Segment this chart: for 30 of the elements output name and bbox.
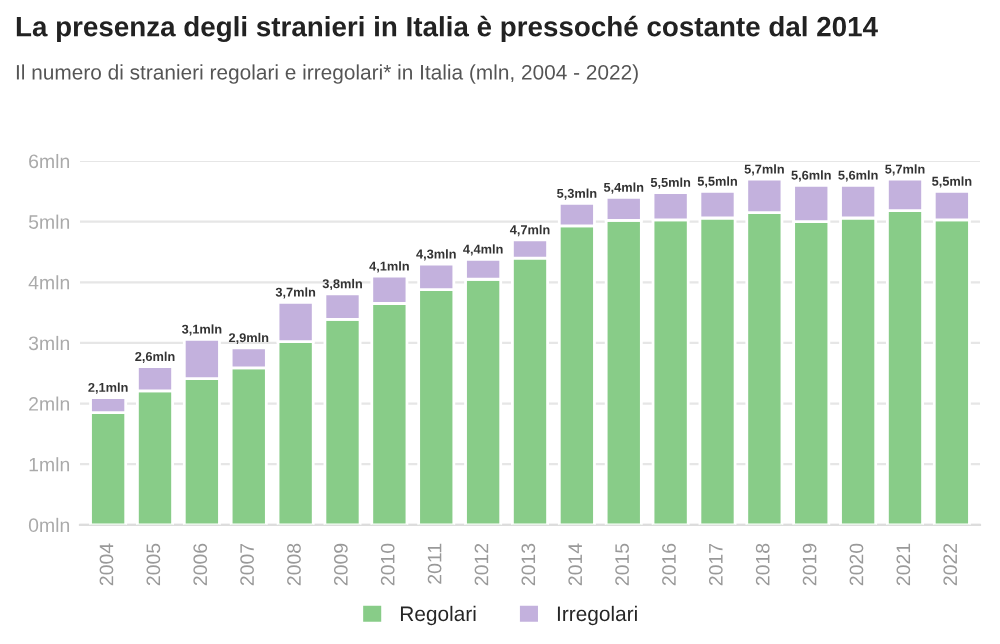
y-tick-label: 2mln — [29, 396, 70, 411]
x-tick-label: 2011 — [427, 543, 442, 584]
y-tick-label: 3mln — [28, 335, 70, 351]
y-tick-label: 1mln — [29, 457, 70, 472]
chart-subtitle: Il numero di stranieri regolari e irregolari* in Italia (mln, 2004 - 2022) — [16, 64, 638, 84]
x-tick-label: 2013 — [521, 543, 536, 586]
x-tick-label: 2007 — [240, 543, 254, 586]
x-tick-label: 2020 — [849, 543, 864, 586]
y-tick-label: 0mln — [28, 517, 70, 533]
y-tick-label: 5mln — [28, 214, 70, 229]
x-tick-label: 2012 — [474, 543, 489, 586]
y-tick-label: 6mln — [29, 153, 70, 169]
x-tick-label: 2005 — [146, 543, 161, 586]
x-tick-label: 2018 — [755, 543, 770, 586]
x-tick-label: 2016 — [662, 543, 676, 586]
legend-label: Regolari — [400, 605, 476, 626]
x-tick-label: 2015 — [615, 543, 629, 586]
y-tick-label: 4mln — [28, 275, 70, 290]
x-tick-label: 2019 — [802, 543, 817, 586]
x-tick-label: 2010 — [380, 543, 395, 586]
legend-label: Irregolari — [557, 605, 637, 626]
x-tick-label: 2014 — [568, 543, 583, 586]
x-tick-label: 2008 — [287, 543, 301, 586]
x-tick-label: 2021 — [896, 543, 911, 586]
x-tick-label: 2006 — [193, 543, 208, 586]
x-tick-label: 2022 — [943, 543, 958, 586]
x-tick-label: 2017 — [708, 543, 723, 586]
x-tick-label: 2009 — [333, 543, 348, 586]
x-tick-label: 2004 — [99, 543, 114, 586]
chart-title: La presenza degli stranieri in Italia è pressoché costante dal 2014 — [16, 15, 878, 43]
